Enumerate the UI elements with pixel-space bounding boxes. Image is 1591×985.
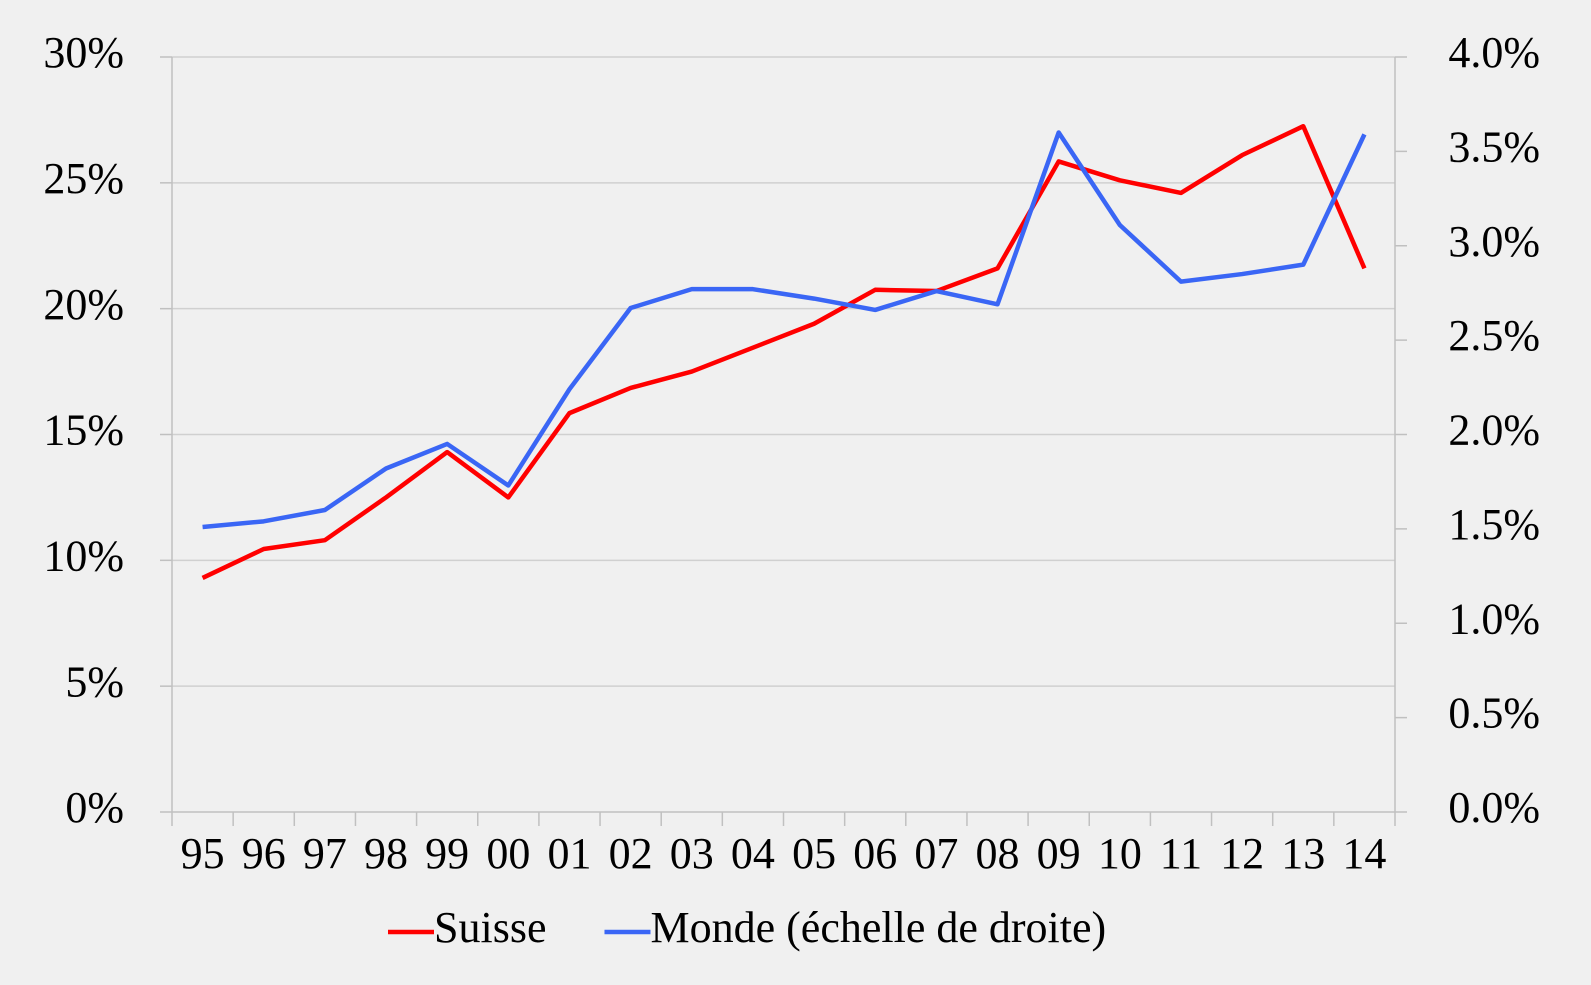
x-tick-label: 12	[1220, 829, 1264, 878]
x-tick-label: 08	[976, 829, 1020, 878]
y-tick-label: 5%	[65, 657, 124, 706]
x-tick-label: 09	[1037, 829, 1081, 878]
y-tick-label: 20%	[43, 280, 124, 329]
x-tick-label: 04	[731, 829, 775, 878]
y-tick-label: 0%	[65, 783, 124, 832]
x-tick-label: 11	[1160, 829, 1202, 878]
x-tick-label: 03	[670, 829, 714, 878]
x-tick-label: 06	[853, 829, 897, 878]
y-tick-label: 25%	[43, 154, 124, 203]
x-tick-label: 05	[792, 829, 836, 878]
data-line	[202, 130, 1367, 530]
y2-tick-label: 0.5%	[1448, 689, 1540, 738]
y2-tick-label: 4.0%	[1448, 28, 1540, 77]
x-tick-label: 02	[609, 829, 653, 878]
x-tick-label: 07	[914, 829, 958, 878]
y2-tick-label: 3.5%	[1448, 122, 1540, 171]
data-line	[201, 123, 1367, 580]
x-tick-label: 01	[547, 829, 591, 878]
y2-tick-label: 0.0%	[1448, 783, 1540, 832]
x-tick-label: 00	[486, 829, 530, 878]
y2-tick-label: 2.0%	[1448, 406, 1540, 455]
x-tick-label: 97	[303, 829, 347, 878]
legend-label: Suisse	[434, 903, 546, 952]
y2-tick-label: 1.5%	[1448, 500, 1540, 549]
x-tick-label: 99	[425, 829, 469, 878]
y-tick-label: 15%	[43, 406, 124, 455]
x-tick-label: 13	[1281, 829, 1325, 878]
y2-tick-label: 3.0%	[1448, 217, 1540, 266]
y2-tick-label: 1.0%	[1448, 594, 1540, 643]
y-tick-label: 30%	[43, 28, 124, 77]
y-tick-label: 10%	[43, 531, 124, 580]
legend-label: Monde (échelle de droite)	[650, 903, 1106, 952]
x-tick-label: 10	[1098, 829, 1142, 878]
x-tick-label: 96	[242, 829, 286, 878]
x-tick-label: 98	[364, 829, 408, 878]
y2-tick-label: 2.5%	[1448, 311, 1540, 360]
x-tick-label: 14	[1342, 829, 1386, 878]
x-tick-label: 95	[181, 829, 225, 878]
